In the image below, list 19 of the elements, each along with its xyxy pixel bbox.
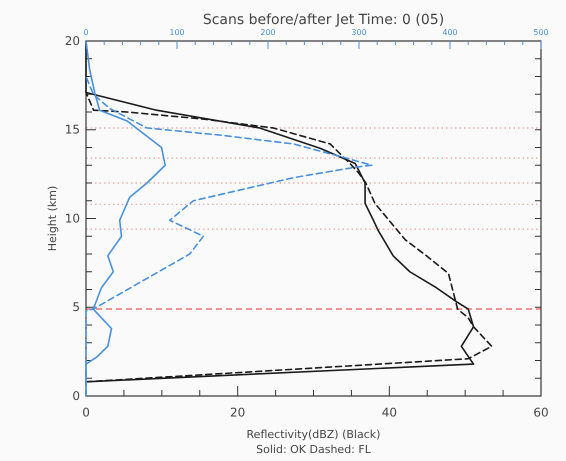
y-tick-label: 10: [64, 211, 80, 226]
y-tick-label: 5: [72, 300, 80, 314]
x2-tick-label: 100: [169, 28, 185, 37]
y-tick-label: 15: [64, 122, 80, 137]
x-tick-label: 40: [382, 406, 397, 420]
x-tick-label: 60: [533, 406, 549, 420]
x2-tick-label: 400: [442, 28, 458, 37]
y-tick-label: 0: [72, 388, 80, 403]
x-tick-label: 0: [82, 406, 90, 420]
text: Solid: OK Dashed: FL: [256, 443, 372, 456]
x2-tick-label: 300: [351, 28, 367, 37]
x-axis-title: Reflectivity(dBZ) (Black): [246, 428, 380, 441]
chart-title: Scans before/after Jet Time: 0 (05): [202, 12, 444, 28]
x2-tick-label: 200: [260, 28, 276, 37]
x2-tick-label: 500: [533, 28, 549, 37]
x-tick-label: 20: [230, 406, 246, 420]
x2-tick-label: 0: [83, 28, 89, 37]
y-axis-title: Height (km): [46, 186, 59, 252]
y-tick-label: 20: [64, 34, 80, 48]
